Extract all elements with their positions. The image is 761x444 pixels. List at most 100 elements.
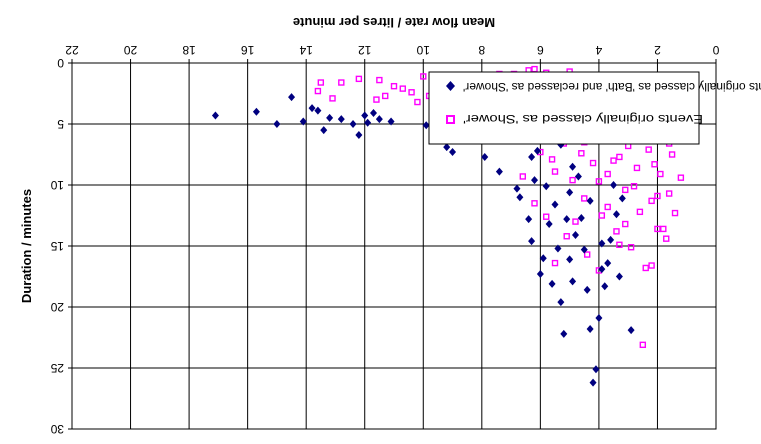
data-point-square	[548, 156, 556, 163]
data-point-square	[519, 173, 527, 180]
data-point-diamond	[595, 313, 603, 322]
data-point-square	[636, 208, 644, 216]
data-point-square	[616, 153, 623, 161]
legend-diamond-marker	[446, 81, 455, 91]
data-point-diamond	[449, 148, 457, 157]
data-point-diamond	[422, 121, 430, 130]
data-point-square	[595, 178, 603, 185]
data-point-diamond	[557, 298, 565, 307]
data-point-diamond	[375, 115, 383, 124]
data-point-diamond	[528, 237, 536, 246]
data-point-square	[578, 150, 585, 157]
data-point-diamond	[308, 104, 316, 113]
data-point-square	[654, 225, 661, 233]
data-point-diamond	[601, 282, 609, 291]
data-point-square	[314, 87, 322, 95]
data-point-square	[657, 170, 664, 178]
data-point-square	[355, 75, 363, 83]
data-point-diamond	[598, 239, 606, 248]
data-point-diamond	[525, 215, 533, 224]
x-tick-label: 16	[241, 43, 255, 57]
data-point-diamond	[569, 162, 577, 171]
data-point-diamond	[586, 196, 594, 205]
data-point-diamond	[612, 210, 620, 219]
data-point-square	[665, 190, 673, 197]
data-point-diamond	[211, 111, 219, 120]
data-point-square	[531, 200, 538, 207]
data-point-square	[642, 264, 649, 272]
data-point-diamond	[566, 255, 574, 264]
data-point-square	[604, 170, 611, 178]
data-point-square	[651, 161, 658, 168]
data-point-square	[543, 213, 550, 220]
data-point-diamond	[481, 152, 489, 161]
data-point-diamond	[387, 117, 395, 126]
data-point-diamond	[554, 244, 562, 253]
data-point-square	[648, 262, 655, 269]
data-point-diamond	[627, 326, 635, 335]
data-point-square	[616, 241, 623, 248]
data-point-square	[420, 73, 427, 80]
data-point-square	[627, 244, 635, 251]
data-point-diamond	[288, 93, 296, 102]
data-point-square	[598, 212, 606, 219]
data-point-diamond	[337, 115, 345, 124]
data-point-diamond	[610, 181, 618, 189]
data-point-diamond	[326, 113, 334, 122]
x-tick-label: 14	[299, 43, 313, 57]
data-point-square	[604, 203, 611, 211]
legend-box	[428, 71, 700, 145]
data-point-diamond	[618, 194, 626, 203]
x-tick-label: 4	[595, 43, 602, 57]
data-point-diamond	[299, 117, 307, 126]
y-axis-label: Duration / minutes	[19, 189, 34, 303]
data-point-square	[630, 183, 638, 190]
data-point-diamond	[443, 143, 451, 152]
x-tick-label: 18	[182, 43, 196, 57]
data-point-diamond	[531, 176, 539, 185]
y-tick-label: 10	[50, 178, 64, 192]
data-point-square	[663, 235, 670, 242]
data-point-diamond	[589, 378, 597, 387]
data-point-square	[399, 85, 406, 92]
data-point-square	[338, 79, 345, 86]
data-point-diamond	[533, 146, 541, 155]
data-point-diamond	[545, 220, 553, 229]
x-tick-label: 22	[65, 43, 79, 57]
x-tick-label: 12	[358, 43, 372, 57]
data-point-diamond	[320, 126, 328, 135]
y-tick-label: 25	[50, 361, 64, 375]
data-point-square	[613, 228, 620, 235]
data-point-diamond	[513, 184, 521, 193]
data-point-diamond	[361, 111, 369, 120]
data-point-diamond	[571, 231, 579, 240]
data-point-square	[414, 98, 421, 106]
data-point-square	[551, 168, 559, 175]
data-point-diamond	[598, 265, 606, 274]
data-point-square	[654, 192, 661, 200]
data-point-square	[610, 157, 617, 164]
data-point-square	[645, 146, 652, 153]
data-point-square	[563, 233, 570, 240]
data-point-diamond	[542, 182, 550, 191]
data-point-diamond	[364, 118, 372, 127]
data-point-square	[622, 186, 629, 194]
data-point-diamond	[252, 107, 260, 116]
legend-item-bath: Events originally classed as 'Bath' and …	[446, 80, 761, 94]
data-point-diamond	[566, 188, 574, 197]
x-tick-label: 2	[654, 43, 661, 57]
data-point-square	[572, 218, 579, 225]
data-point-diamond	[592, 365, 600, 374]
data-point-diamond	[314, 106, 322, 115]
data-point-diamond	[536, 270, 544, 279]
y-axis-ticks: 0 5 10 15 20 25 30	[50, 56, 72, 436]
legend-item-shower: Events originally classed as 'Shower'	[446, 112, 703, 126]
data-point-square	[317, 79, 325, 86]
data-point-diamond	[355, 130, 363, 139]
data-point-square	[668, 151, 676, 158]
x-axis-label: Mean flow rate / litres per minute	[293, 15, 495, 30]
data-point-square	[551, 259, 559, 267]
legend-label-shower: Events originally classed as 'Shower'	[463, 112, 703, 126]
data-point-square	[390, 82, 398, 90]
